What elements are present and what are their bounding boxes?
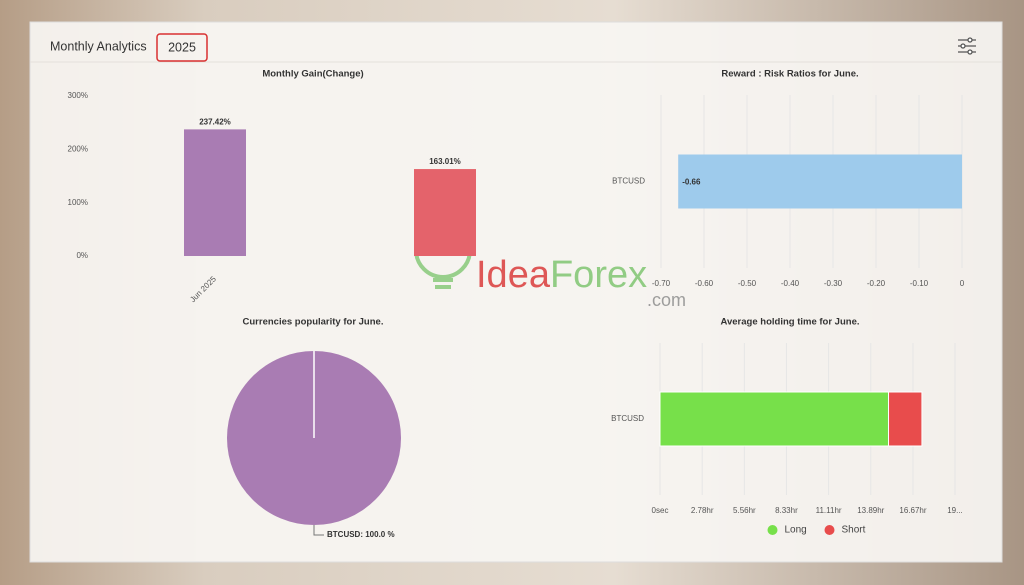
bar <box>678 154 962 209</box>
chart-title: Reward : Risk Ratios for June. <box>721 69 858 80</box>
x-tick-label: 5.56hr <box>733 506 756 515</box>
header-title: Monthly Analytics <box>50 39 147 53</box>
chart-title: Monthly Gain(Change) <box>262 69 363 80</box>
bar <box>414 169 476 256</box>
y-tick-label: 0% <box>76 251 88 260</box>
x-tick-label: 11.11hr <box>816 506 842 515</box>
x-tick-label: 0sec <box>652 506 669 515</box>
year[interactable]: 2025 <box>168 40 196 54</box>
x-tick-label: 13.89hr <box>857 506 884 515</box>
bar <box>184 129 246 256</box>
x-tick-label: -0.60 <box>695 279 714 288</box>
watermark-brand-1: Idea <box>476 254 551 296</box>
chart-title: Average holding time for June. <box>720 317 859 328</box>
chart-title: Currencies popularity for June. <box>243 317 384 328</box>
x-tick-label: 8.33hr <box>775 506 798 515</box>
x-tick-label: 0 <box>960 279 965 288</box>
year-box[interactable] <box>156 33 208 62</box>
x-tick-label: 16.67hr <box>899 506 926 515</box>
legend-marker <box>767 525 778 535</box>
watermark-brand: IdeaForex <box>476 254 647 296</box>
watermark-brand-2: Forex <box>550 254 647 296</box>
filter-icon[interactable] <box>958 37 976 55</box>
x-tick-label: -0.40 <box>781 279 800 288</box>
x-tick-label: 2.78hr <box>691 506 714 515</box>
bar-segment <box>659 391 890 447</box>
y-tick-label: 200% <box>68 144 88 153</box>
x-tick-label: -0.50 <box>738 279 757 288</box>
card <box>29 21 1003 563</box>
x-tick-label: 19... <box>947 506 963 515</box>
data-label: 163.01% <box>429 157 461 166</box>
x-tick-label: -0.20 <box>867 279 886 288</box>
data-label: BTCUSD: 100.0 % <box>327 530 395 539</box>
data-label: -0.66 <box>682 178 701 187</box>
x-tick-label: -0.30 <box>824 279 843 288</box>
y-tick-label: BTCUSD <box>612 177 645 186</box>
leader-line <box>313 525 324 536</box>
x-tick-label: -0.10 <box>910 279 929 288</box>
watermark-domain: .com <box>647 290 686 310</box>
data-label: 237.42% <box>199 117 231 126</box>
legend-label: Long <box>785 525 807 536</box>
bar-segment <box>888 391 923 447</box>
x-tick-label: -0.70 <box>652 279 671 288</box>
y-tick-label: BTCUSD <box>611 414 644 423</box>
legend-label: Short <box>842 525 866 536</box>
legend-marker <box>824 525 835 535</box>
y-tick-label: 300% <box>68 91 88 100</box>
y-tick-label: 100% <box>68 198 88 207</box>
